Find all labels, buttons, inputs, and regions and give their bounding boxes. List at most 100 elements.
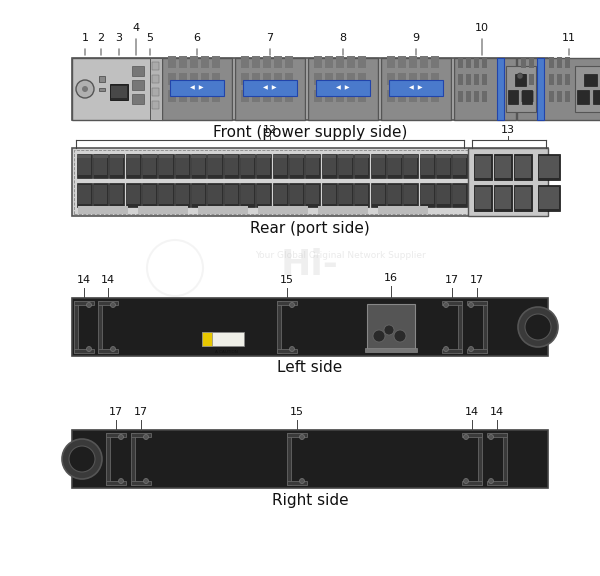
Bar (452, 183, 467, 207)
Bar (72, 298, 548, 356)
Text: ◀  ▶: ◀ ▶ (409, 85, 423, 90)
Circle shape (488, 479, 493, 483)
Bar (322, 183, 337, 207)
Bar (514, 185, 532, 211)
Bar (452, 154, 467, 178)
Bar (387, 183, 402, 207)
Bar (529, 57, 534, 68)
Circle shape (110, 347, 115, 351)
Text: 13: 13 (501, 125, 515, 135)
Bar (127, 156, 140, 175)
Bar (409, 73, 417, 85)
Text: Hi-: Hi- (281, 248, 339, 282)
Bar (192, 185, 205, 204)
Bar (347, 56, 355, 68)
Bar (323, 185, 336, 204)
Bar (420, 155, 434, 158)
Bar (175, 155, 190, 158)
Bar (322, 154, 337, 178)
Bar (466, 57, 471, 68)
Bar (192, 156, 205, 175)
Text: 14: 14 (77, 275, 91, 285)
Bar (322, 155, 337, 158)
Bar (72, 58, 162, 120)
Bar (175, 183, 190, 207)
Text: ◀  ▶: ◀ ▶ (263, 85, 277, 90)
Circle shape (517, 73, 523, 79)
Bar (453, 156, 467, 175)
Bar (77, 155, 91, 158)
Text: 7: 7 (266, 33, 274, 43)
Bar (431, 73, 439, 85)
Bar (497, 58, 504, 120)
Text: Front (power supply side): Front (power supply side) (213, 124, 407, 139)
Bar (241, 56, 249, 68)
Bar (487, 481, 507, 485)
Bar (529, 74, 534, 85)
Text: 8: 8 (340, 33, 347, 43)
Bar (403, 183, 418, 207)
Bar (191, 154, 206, 178)
Text: 1: 1 (82, 33, 89, 43)
Bar (252, 56, 260, 68)
Bar (593, 90, 600, 104)
Bar (272, 183, 288, 207)
Bar (306, 156, 319, 175)
Circle shape (86, 347, 91, 351)
Bar (150, 58, 162, 120)
Bar (442, 349, 462, 353)
Bar (521, 57, 526, 68)
Bar (387, 90, 395, 102)
Bar (404, 155, 418, 158)
Bar (142, 183, 157, 207)
Bar (77, 156, 91, 175)
Bar (224, 156, 238, 175)
Circle shape (82, 86, 88, 92)
Bar (365, 348, 417, 352)
Bar (336, 56, 344, 68)
Bar (371, 183, 386, 207)
Bar (508, 90, 518, 104)
Text: 9: 9 (412, 33, 419, 43)
Bar (175, 154, 190, 178)
Text: 14: 14 (101, 275, 115, 285)
Bar (506, 66, 536, 112)
Bar (257, 156, 271, 175)
Bar (257, 155, 271, 158)
Bar (258, 206, 308, 214)
Bar (482, 74, 487, 85)
Bar (355, 155, 369, 158)
Bar (207, 183, 223, 207)
Bar (367, 304, 415, 350)
Circle shape (394, 330, 406, 342)
Bar (421, 156, 434, 175)
Bar (389, 80, 443, 96)
Bar (132, 66, 144, 76)
Bar (143, 185, 156, 204)
Bar (109, 183, 125, 207)
Bar (257, 185, 271, 204)
Bar (494, 185, 512, 211)
Bar (314, 73, 322, 85)
Bar (168, 73, 176, 85)
Bar (404, 185, 418, 204)
Circle shape (464, 434, 469, 439)
Bar (503, 433, 507, 485)
Bar (420, 56, 428, 68)
Bar (110, 185, 124, 204)
Text: A CAUTION: A CAUTION (215, 350, 238, 354)
Bar (274, 185, 287, 204)
Bar (241, 90, 249, 102)
Bar (474, 185, 492, 211)
Bar (495, 156, 511, 178)
Text: 11: 11 (562, 33, 576, 43)
Bar (388, 185, 401, 204)
Text: 17: 17 (445, 275, 459, 285)
Text: Right side: Right side (272, 492, 349, 507)
Bar (240, 183, 255, 207)
Bar (109, 154, 125, 178)
Bar (437, 156, 450, 175)
Bar (252, 73, 260, 85)
Bar (565, 74, 570, 85)
Bar (537, 58, 544, 120)
